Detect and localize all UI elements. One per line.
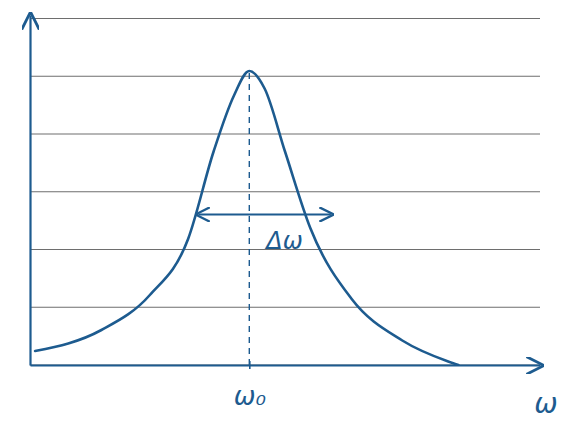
plot-area bbox=[35, 71, 458, 365]
grid-line bbox=[30, 76, 540, 77]
width-arrow bbox=[198, 214, 331, 216]
x-axis-title: ω bbox=[534, 387, 557, 420]
y-axis bbox=[30, 16, 31, 366]
grid bbox=[30, 19, 540, 366]
width-label: Δω bbox=[264, 227, 303, 255]
grid-line bbox=[30, 133, 540, 134]
x-tick: ω₀ bbox=[234, 361, 267, 411]
grid-line bbox=[30, 18, 540, 19]
center-line bbox=[249, 71, 250, 365]
x-axis: ω₀ bbox=[31, 361, 541, 411]
y-axis-line bbox=[29, 16, 31, 366]
chart: ω₀ ω Δω bbox=[0, 0, 582, 432]
x-tick-label: ω₀ bbox=[234, 381, 267, 411]
x-axis-line bbox=[31, 364, 541, 366]
curve bbox=[35, 71, 458, 365]
grid-line bbox=[30, 364, 540, 365]
grid-line bbox=[30, 191, 540, 192]
grid-line bbox=[30, 307, 540, 308]
